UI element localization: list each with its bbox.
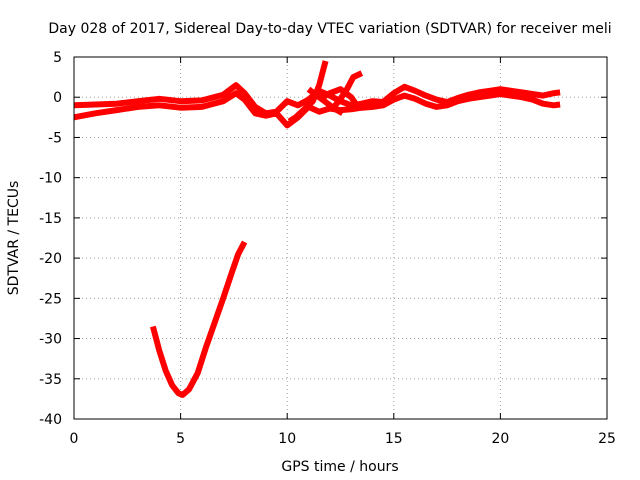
- x-tick-label: 0: [70, 431, 79, 447]
- y-tick-label: -35: [39, 372, 62, 388]
- series-layer: [73, 60, 561, 398]
- x-tick-label: 20: [491, 431, 509, 447]
- x-tick-label: 5: [176, 431, 185, 447]
- y-tick-label: -20: [39, 251, 62, 267]
- x-tick-label: 15: [385, 431, 403, 447]
- plot-frame: [73, 56, 608, 420]
- y-tick-label: -10: [39, 171, 62, 187]
- y-tick-label: -25: [39, 291, 62, 307]
- y-tick-label: -15: [39, 211, 62, 227]
- series-line-spike-d: [306, 86, 345, 116]
- y-tick-label: -5: [48, 130, 62, 146]
- series-line-dip-arc: [150, 240, 248, 398]
- series-line-spike-a: [287, 60, 329, 124]
- x-axis-label: GPS time / hours: [281, 459, 398, 475]
- y-tick-label: 5: [53, 50, 62, 66]
- tick-layer: 0 5 10 15 20 25 5 0 -5 -10 -15 -20 -25 -30 -35 -40: [39, 50, 616, 447]
- x-tick-label: 25: [598, 431, 616, 447]
- chart-title: Day 028 of 2017, Sidereal Day-to-day VTE…: [48, 21, 611, 37]
- series-line-spike-c: [331, 70, 364, 109]
- series-line-spike-b: [317, 86, 363, 112]
- y-tick-label: -30: [39, 332, 62, 348]
- x-tick-label: 10: [278, 431, 296, 447]
- y-axis-label: SDTVAR / TECUs: [6, 181, 22, 296]
- y-tick-label: -40: [39, 412, 62, 428]
- y-tick-label: 0: [53, 90, 62, 106]
